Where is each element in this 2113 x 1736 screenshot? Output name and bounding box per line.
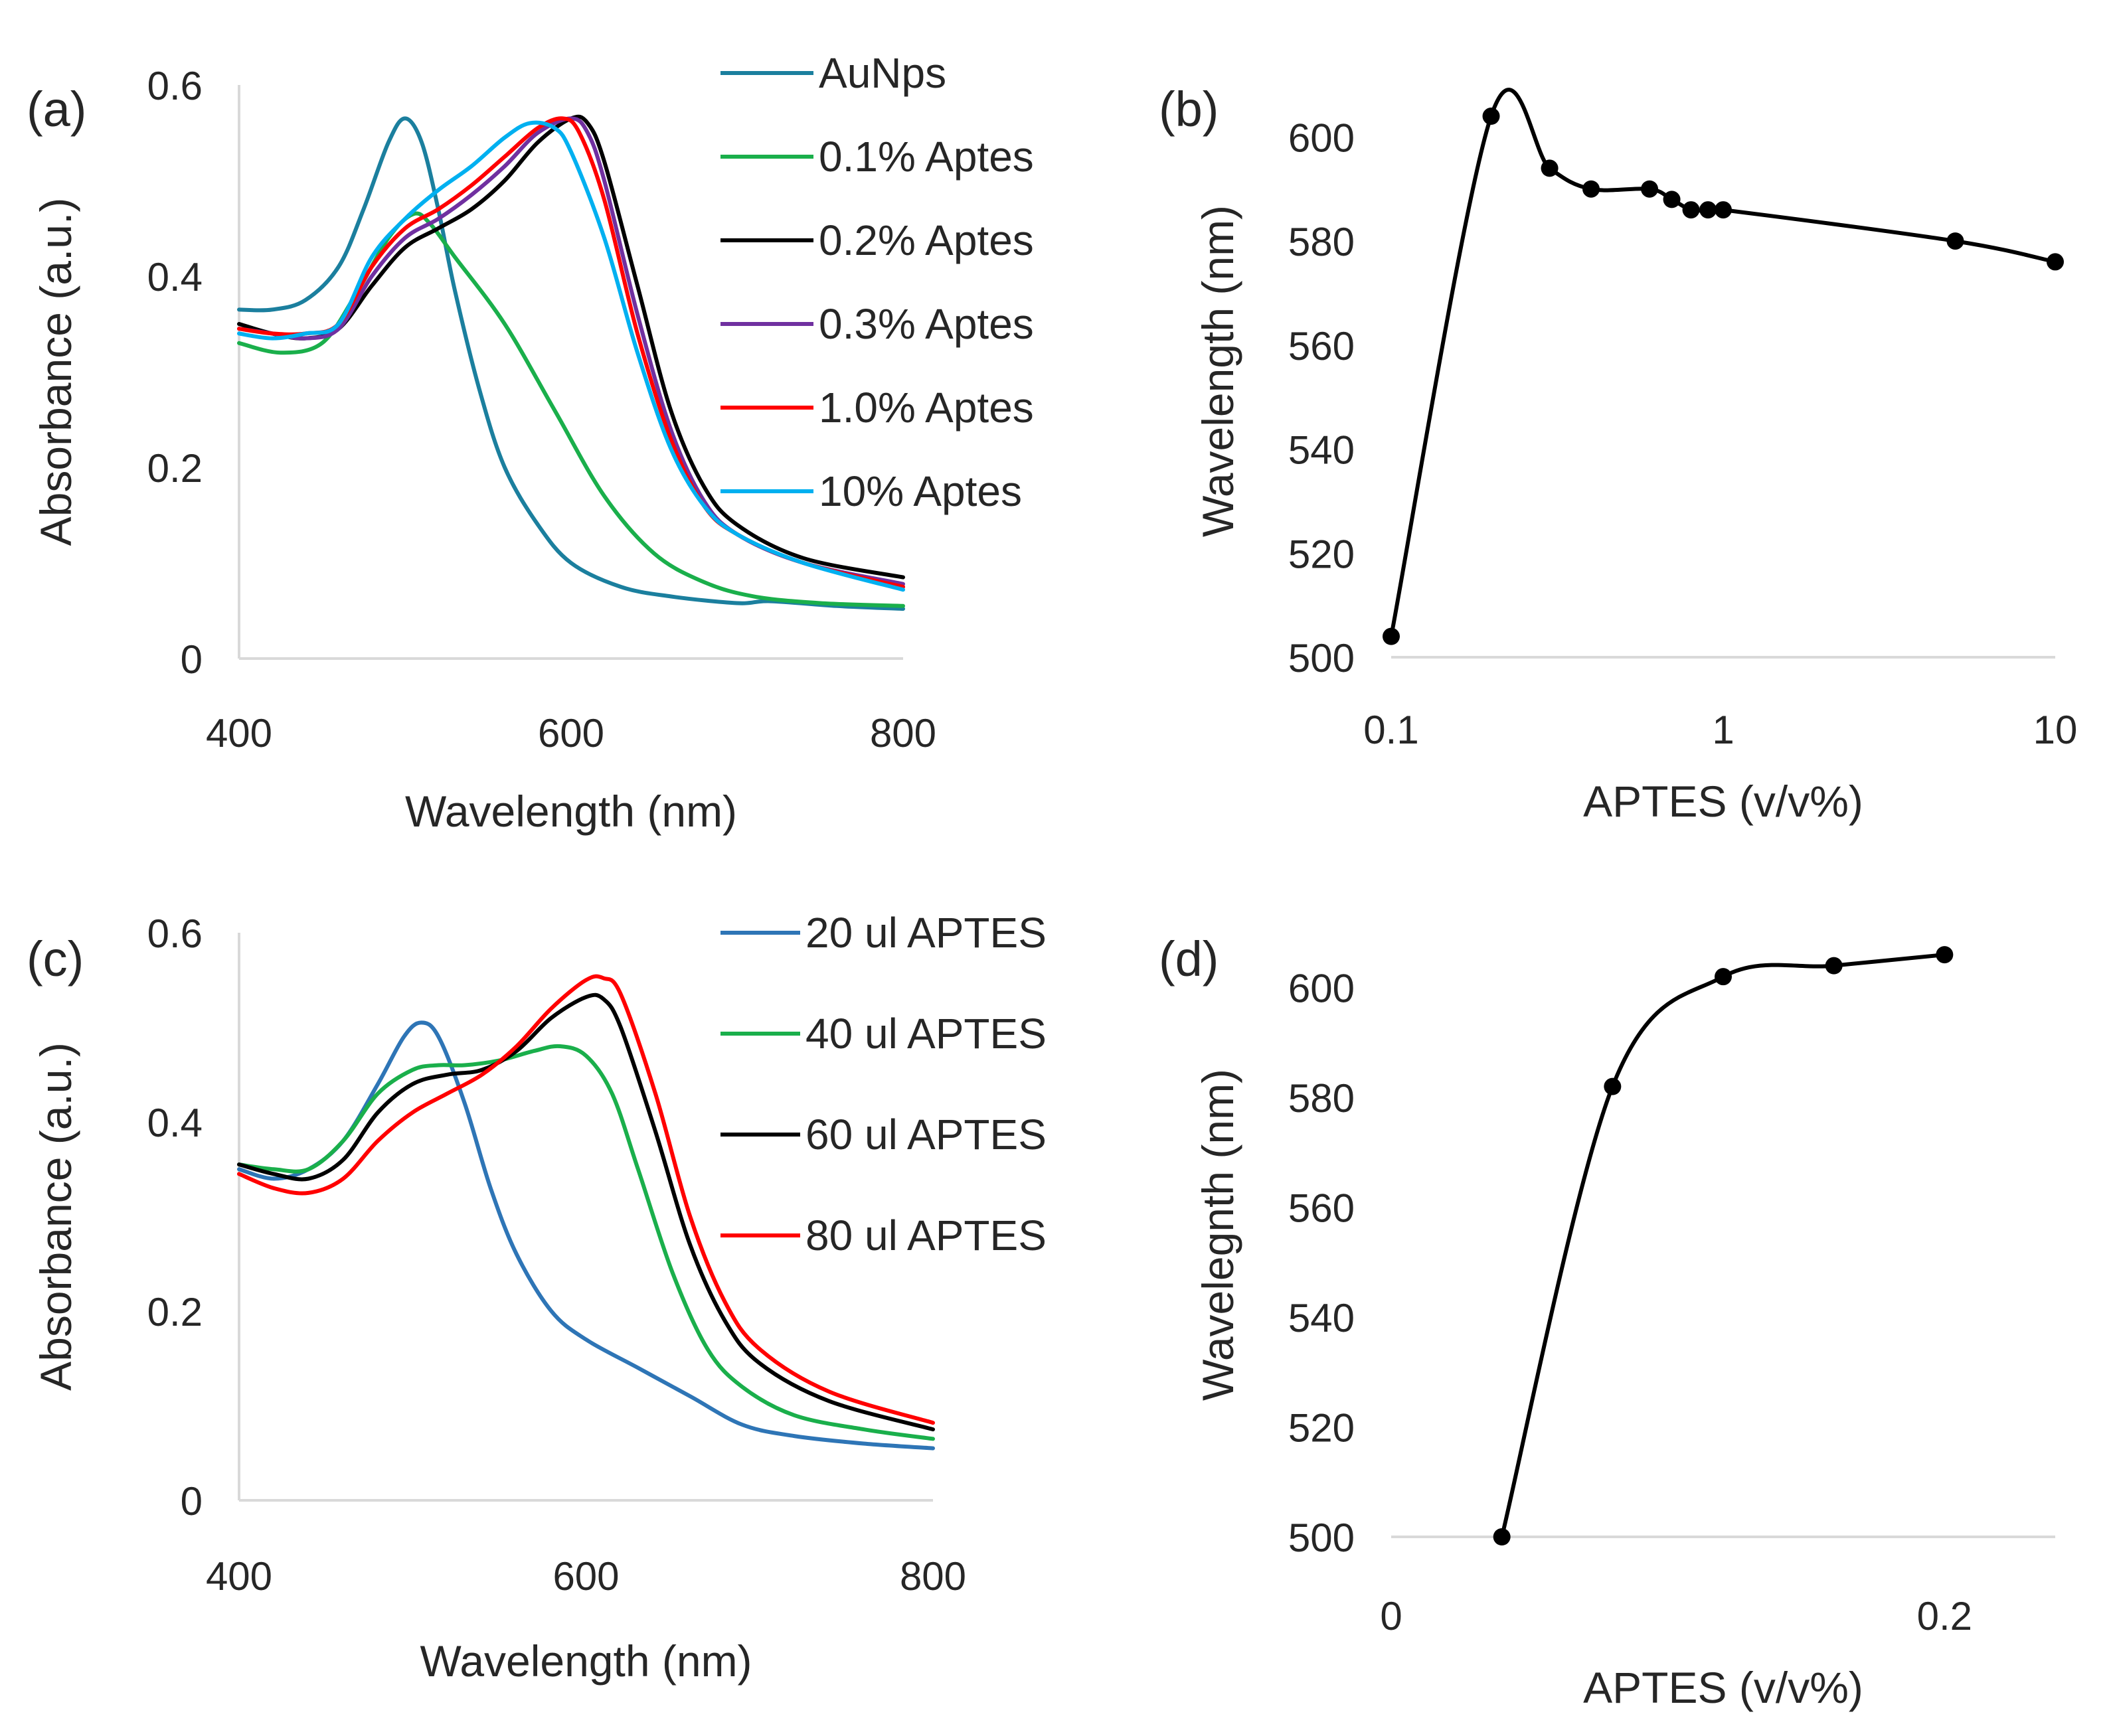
legend-label: 0.2% Aptes <box>819 216 1034 264</box>
series-line-60-ul-aptes <box>237 992 935 1432</box>
legend-label: 10% Aptes <box>819 467 1022 515</box>
y-tick-label: 540 <box>1288 428 1355 473</box>
legend-label: 80 ul APTES <box>805 1212 1047 1259</box>
y-tick-label: 0.4 <box>147 1101 203 1145</box>
y-axis-label: Absorbance (a.u.) <box>31 1042 80 1391</box>
y-tick-label: 0.2 <box>147 446 203 491</box>
data-point <box>1699 201 1717 219</box>
panel-1: (b) 500 520 540 560 580 600 0.1 1 10 APTES (v/v%) W… <box>1159 82 2077 826</box>
y-tick-label: 0.6 <box>147 64 203 108</box>
y-tick-label: 0.6 <box>147 911 203 956</box>
data-point <box>1936 946 1954 964</box>
series-line-peak <box>1499 953 1947 1539</box>
x-axis-label: APTES (v/v%) <box>1583 1663 1863 1712</box>
series-line-0-3-aptes <box>237 116 905 586</box>
x-tick-label: 400 <box>206 1554 272 1599</box>
panel-label: (d) <box>1159 931 1219 986</box>
panel-2: (c) 0 0.2 0.4 0.6 400 600 800 Wavelength (nm) Abs… <box>27 909 1047 1686</box>
x-axis-label: APTES (v/v%) <box>1583 777 1863 826</box>
data-point <box>1682 201 1700 219</box>
panel-0: (a) 0 0.2 0.4 0.6 400 600 800 Wavelength (nm) Abs… <box>27 49 1034 836</box>
y-tick-label: 500 <box>1288 636 1355 680</box>
data-point <box>1482 108 1500 125</box>
x-tick-label: 0.2 <box>1917 1594 1972 1638</box>
data-point <box>1715 968 1732 986</box>
legend-label: 0.1% Aptes <box>819 133 1034 181</box>
panel-3: (d) 500 520 540 560 580 600 0 0.2 APTES (v/v%) Wav… <box>1159 931 2055 1712</box>
y-axis-label: Wavelength (nm) <box>1193 205 1242 537</box>
series-line-aunps <box>237 116 905 611</box>
data-point <box>1582 180 1600 198</box>
panel-label: (a) <box>27 82 86 137</box>
y-tick-label: 560 <box>1288 324 1355 368</box>
y-tick-label: 520 <box>1288 1406 1355 1451</box>
y-tick-label: 540 <box>1288 1296 1355 1340</box>
series-line-0-1-aptes <box>237 211 905 608</box>
x-tick-label: 10 <box>2033 708 2078 752</box>
data-point <box>1493 1528 1511 1545</box>
series-line-1-0-aptes <box>237 116 905 589</box>
data-point <box>2047 253 2064 271</box>
data-point <box>1715 201 1732 219</box>
y-tick-label: 0 <box>181 1479 203 1524</box>
panel-label: (b) <box>1159 82 1219 137</box>
y-tick-label: 600 <box>1288 967 1355 1011</box>
x-tick-label: 600 <box>552 1554 619 1599</box>
data-point <box>1604 1077 1622 1095</box>
legend-label: 0.3% Aptes <box>819 300 1034 348</box>
y-tick-label: 560 <box>1288 1186 1355 1231</box>
x-tick-label: 0 <box>1380 1594 1402 1638</box>
data-point <box>1383 627 1400 645</box>
x-tick-label: 0.1 <box>1363 708 1418 752</box>
x-tick-label: 600 <box>538 711 604 755</box>
data-point <box>1541 159 1559 177</box>
x-axis-label: Wavelength (nm) <box>420 1636 752 1686</box>
y-tick-label: 500 <box>1288 1516 1355 1560</box>
y-tick-label: 600 <box>1288 116 1355 160</box>
y-tick-label: 0.4 <box>147 255 203 299</box>
panel-label: (c) <box>27 931 84 986</box>
series-line-80-ul-aptes <box>237 974 935 1425</box>
y-tick-label: 580 <box>1288 220 1355 264</box>
series-line-10-aptes <box>237 120 905 592</box>
y-tick-label: 580 <box>1288 1076 1355 1121</box>
legend-label: 40 ul APTES <box>805 1010 1047 1058</box>
legend-label: AuNps <box>819 49 946 97</box>
data-point <box>1825 957 1843 975</box>
y-tick-label: 0.2 <box>147 1290 203 1334</box>
series-line-peak <box>1389 88 2057 639</box>
data-point <box>1641 180 1659 198</box>
data-point <box>1946 232 1964 250</box>
x-tick-label: 800 <box>900 1554 966 1599</box>
x-axis-label: Wavelength (nm) <box>405 787 737 836</box>
y-tick-label: 520 <box>1288 532 1355 576</box>
x-tick-label: 400 <box>206 711 272 755</box>
legend-label: 60 ul APTES <box>805 1111 1047 1158</box>
y-axis-label: Absorbance (a.u.) <box>31 198 80 546</box>
y-tick-label: 0 <box>181 637 203 682</box>
x-tick-label: 800 <box>870 711 936 755</box>
data-point <box>1663 191 1681 208</box>
y-axis-label: Wavelegnth (nm) <box>1193 1069 1242 1401</box>
series-line-40-ul-aptes <box>237 1044 935 1441</box>
legend-label: 1.0% Aptes <box>819 384 1034 432</box>
series-line-0-2-aptes <box>237 114 905 580</box>
x-tick-label: 1 <box>1712 708 1734 752</box>
legend-label: 20 ul APTES <box>805 909 1047 957</box>
